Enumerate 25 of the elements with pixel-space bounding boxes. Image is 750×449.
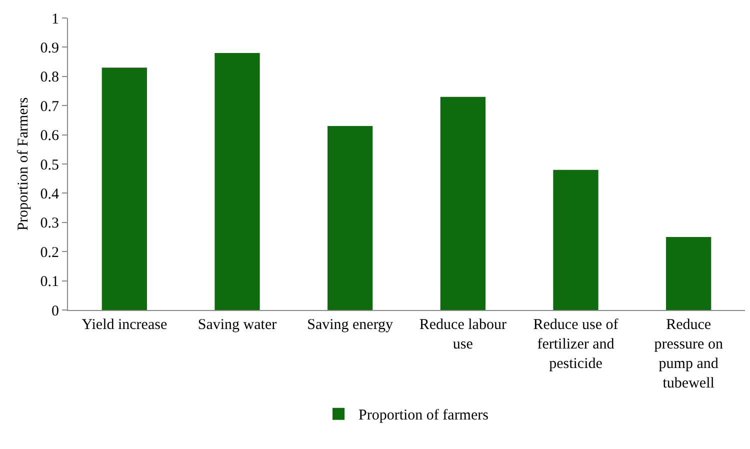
bar	[666, 237, 712, 310]
y-tick-label: 0.1	[40, 274, 59, 290]
bar	[440, 96, 486, 310]
bar	[102, 68, 147, 310]
x-tick-label: Saving energy	[307, 317, 394, 333]
x-tick-label: Saving water	[198, 317, 277, 333]
y-tick-label: 0.2	[40, 244, 59, 261]
bar	[214, 53, 260, 310]
y-tick-label: 1	[52, 11, 59, 28]
bar	[553, 170, 598, 310]
y-tick-label: 0	[52, 303, 59, 320]
y-axis-title: Proportion of Farmers	[16, 97, 32, 231]
x-tick-label: Reduce labour use	[419, 317, 506, 352]
x-tick-label: Reduce pressure on pump and tubewell	[654, 317, 724, 392]
y-tick-label: 0.6	[40, 128, 60, 144]
y-tick-label: 0.7	[40, 98, 60, 115]
legend-label: Proportion of farmers	[358, 408, 489, 424]
y-tick-label: 0.5	[40, 157, 59, 174]
y-tick-label: 0.8	[40, 70, 59, 86]
y-tick-label: 0.3	[40, 216, 59, 232]
x-tick-label: Reduce use of fertilizer and pesticide	[533, 317, 618, 372]
bar	[328, 126, 373, 310]
x-tick-label: Yield increase	[82, 317, 168, 333]
y-tick-label: 0.9	[40, 40, 59, 56]
y-tick-label: 0.4	[40, 186, 60, 202]
